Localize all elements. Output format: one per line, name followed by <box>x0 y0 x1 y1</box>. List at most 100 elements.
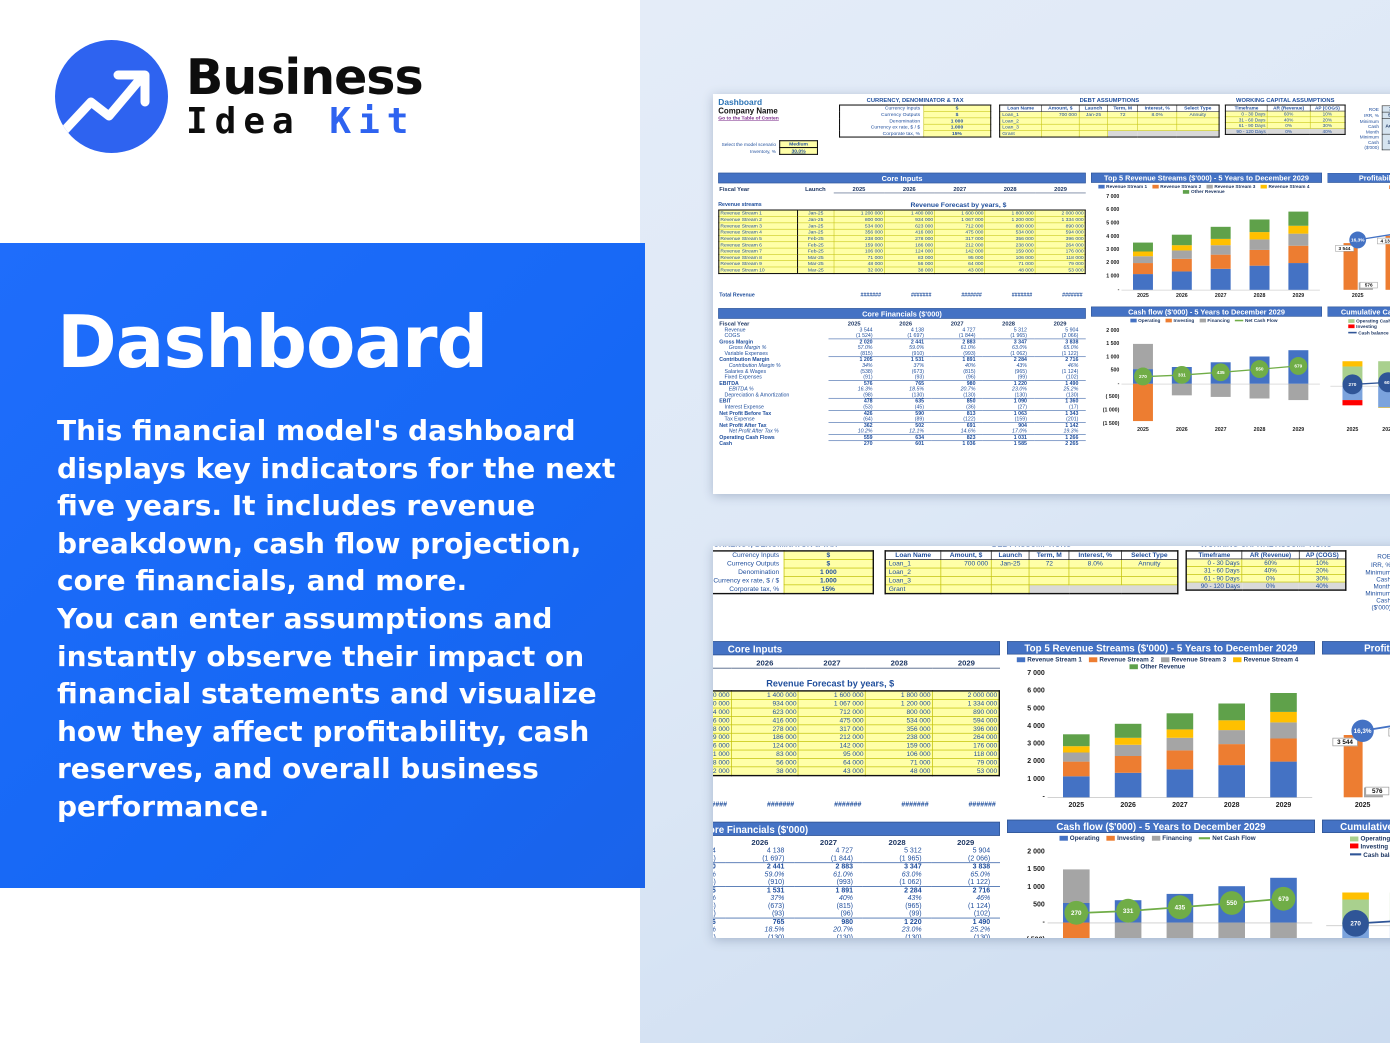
debt-cell[interactable] <box>1120 567 1179 577</box>
table-row[interactable]: 90 - 120 Days 0% 40% <box>1225 128 1346 135</box>
wc-cell[interactable]: 0% <box>1267 122 1311 129</box>
revenue-stream-value[interactable]: 48 000 <box>864 766 933 776</box>
revenue-stream-value[interactable]: 118 000 <box>931 749 1000 759</box>
chart-revenue-streams[interactable]: Top 5 Revenue Streams ($'000) - 5 Years … <box>1091 172 1322 302</box>
table-row[interactable]: Loan_2 <box>999 117 1220 125</box>
table-row[interactable]: Loan_3 <box>999 123 1220 131</box>
revenue-stream-value[interactable]: 890 000 <box>931 707 1000 717</box>
wc-cell[interactable]: 40% <box>1241 566 1300 575</box>
revenue-stream-value[interactable]: 1 067 000 <box>797 699 866 709</box>
revenue-stream-value[interactable]: 48 000 <box>713 758 732 768</box>
wc-cell[interactable]: 90 - 120 Days <box>1186 582 1243 591</box>
revenue-stream-value[interactable]: 1 200 000 <box>864 699 933 709</box>
revenue-stream-value[interactable]: 83 000 <box>730 749 799 759</box>
revenue-stream-value[interactable]: 800 000 <box>713 699 732 709</box>
revenue-stream-value[interactable]: 1 334 000 <box>931 699 1000 709</box>
revenue-stream-value[interactable]: 475 000 <box>797 716 866 726</box>
wc-cell[interactable]: 10% <box>1298 558 1347 568</box>
debt-cell[interactable] <box>1176 123 1220 131</box>
revenue-stream-value[interactable]: 278 000 <box>730 724 799 734</box>
table-row[interactable]: Denomination 1 000 <box>840 117 991 125</box>
debt-cell[interactable]: Grant <box>999 130 1042 138</box>
debt-cell[interactable] <box>1029 584 1070 594</box>
revenue-stream-value[interactable]: 356 000 <box>713 716 732 726</box>
debt-cell[interactable]: 700 000 <box>940 559 992 569</box>
wc-cell[interactable]: 40% <box>1298 582 1346 591</box>
revenue-stream-value[interactable]: 48 000 <box>984 266 1036 274</box>
revenue-stream-value[interactable]: 56 000 <box>883 260 935 268</box>
table-row[interactable]: Corporate tax, % 15% <box>840 130 991 138</box>
wc-cell[interactable]: 60% <box>1267 110 1311 118</box>
revenue-stream-value[interactable]: 186 000 <box>730 732 799 743</box>
revenue-stream-value[interactable]: 396 000 <box>931 724 1000 734</box>
revenue-stream-value[interactable]: 534 000 <box>713 707 732 717</box>
debt-cell[interactable]: 72 <box>1028 559 1070 569</box>
revenue-stream-value[interactable]: 238 000 <box>713 724 732 734</box>
currency-row-value[interactable]: $ <box>783 550 874 560</box>
debt-cell[interactable] <box>1120 576 1179 586</box>
revenue-stream-value[interactable]: 118 000 <box>1034 254 1086 261</box>
revenue-stream-value[interactable]: 317 000 <box>797 724 866 734</box>
revenue-stream-value[interactable]: 159 000 <box>713 732 732 743</box>
wc-cell[interactable]: 0% <box>1242 582 1299 591</box>
revenue-stream-value[interactable]: 124 000 <box>730 741 799 751</box>
revenue-stream-value[interactable]: 83 000 <box>883 254 935 261</box>
wc-cell[interactable]: 0 - 30 Days <box>1185 558 1243 568</box>
table-row[interactable]: Loan_2 <box>884 567 1179 577</box>
revenue-stream-value[interactable]: 416 000 <box>730 716 799 726</box>
revenue-stream-value[interactable]: 1 400 000 <box>730 690 799 700</box>
revenue-stream-value[interactable]: 79 000 <box>931 758 1000 768</box>
debt-cell[interactable] <box>1028 567 1070 577</box>
scenario-value[interactable]: Medium <box>779 140 818 149</box>
revenue-stream-value[interactable]: 56 000 <box>730 758 799 768</box>
debt-cell[interactable] <box>1137 130 1177 138</box>
debt-cell[interactable]: 8.0% <box>1068 559 1122 569</box>
table-row[interactable]: Currency Outputs $ <box>713 559 874 569</box>
revenue-stream-launch[interactable]: Jan-25 <box>796 222 835 230</box>
wc-cell[interactable]: 60% <box>1241 558 1300 568</box>
debt-cell[interactable] <box>1176 130 1220 138</box>
revenue-stream-value[interactable]: 43 000 <box>797 766 866 776</box>
debt-cell[interactable] <box>940 576 992 586</box>
debt-cell[interactable] <box>1107 130 1138 138</box>
table-row[interactable]: Loan_1 700 000 Jan-25 72 8.0% Annuity <box>884 559 1179 569</box>
revenue-stream-value[interactable]: 106 000 <box>713 741 732 751</box>
debt-cell[interactable] <box>1068 576 1122 586</box>
table-row[interactable]: 61 - 90 Days 0% 30% <box>1185 573 1347 583</box>
chart-cash-flow[interactable]: Cash flow ($'000) - 5 Years to December … <box>1091 306 1322 436</box>
revenue-stream-value[interactable]: 712 000 <box>797 707 866 717</box>
debt-cell[interactable]: Jan-25 <box>990 559 1030 569</box>
revenue-stream-value[interactable]: 32 000 <box>833 266 885 274</box>
table-row[interactable]: Loan_3 <box>884 576 1179 586</box>
table-of-contents-link[interactable]: Go to the Table of Conten <box>718 115 779 122</box>
revenue-stream-value[interactable]: 623 000 <box>883 222 935 230</box>
wc-cell[interactable]: 31 - 60 Days <box>1185 566 1243 575</box>
wc-cell[interactable]: 0% <box>1241 573 1300 583</box>
revenue-stream-value[interactable]: 64 000 <box>797 758 866 768</box>
revenue-stream-value[interactable]: 594 000 <box>931 716 1000 726</box>
debt-cell[interactable]: Grant <box>884 584 942 594</box>
revenue-stream-value[interactable]: 264 000 <box>931 732 1000 743</box>
wc-cell[interactable]: 61 - 90 Days <box>1185 573 1243 583</box>
table-row[interactable]: Grant <box>884 584 1178 594</box>
wc-cell[interactable]: 20% <box>1298 566 1347 575</box>
revenue-stream-value[interactable]: 1 800 000 <box>864 690 933 700</box>
revenue-stream-value[interactable]: 934 000 <box>730 699 799 709</box>
debt-cell[interactable] <box>1068 567 1122 577</box>
debt-cell[interactable]: Loan_1 <box>884 559 942 569</box>
revenue-stream-value[interactable]: 176 000 <box>931 741 1000 751</box>
debt-cell[interactable] <box>940 567 992 577</box>
debt-cell[interactable] <box>990 584 1030 594</box>
